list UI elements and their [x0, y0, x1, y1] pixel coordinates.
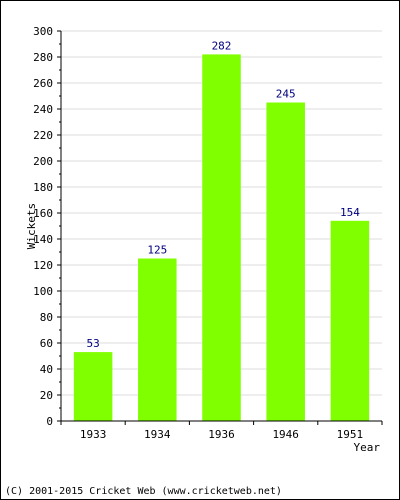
y-tick-label: 0 — [46, 415, 53, 428]
copyright-footer: (C) 2001-2015 Cricket Web (www.cricketwe… — [5, 486, 282, 497]
bar — [266, 102, 305, 421]
y-tick-label: 280 — [33, 51, 53, 64]
y-axis-title: Wickets — [25, 203, 38, 249]
x-tick-label: 1946 — [272, 428, 299, 441]
bar — [73, 352, 113, 421]
y-tick-label: 100 — [33, 285, 53, 298]
bars — [73, 54, 370, 422]
y-tick-label: 300 — [33, 25, 53, 38]
y-tick-label: 40 — [40, 363, 53, 376]
bar-value-label: 154 — [340, 206, 360, 219]
y-tick-label: 220 — [33, 129, 53, 142]
y-tick-label: 120 — [33, 259, 53, 272]
y-tick-label: 200 — [33, 155, 53, 168]
bar-value-label: 53 — [86, 337, 99, 350]
x-axis-title: Year — [354, 441, 381, 454]
y-tick-label: 60 — [40, 337, 53, 350]
y-tick-label: 260 — [33, 77, 53, 90]
bar — [330, 220, 370, 421]
bar — [138, 258, 177, 421]
bar-value-label: 125 — [147, 244, 167, 257]
x-tick-label: 1951 — [337, 428, 364, 441]
bar — [202, 54, 241, 422]
x-axis-ticks: 1933 1934 1936 1946 1951 — [60, 421, 383, 441]
bar-value-label: 282 — [212, 39, 232, 52]
y-tick-label: 20 — [40, 389, 53, 402]
bar-chart: 53 125 282 245 154 0 20 40 60 80 100 120 140 160 180 2… — [25, 25, 383, 454]
y-tick-label: 140 — [33, 233, 53, 246]
bar-value-labels: 53 125 282 245 154 — [86, 39, 360, 350]
y-axis-ticks: 0 20 40 60 80 100 120 140 160 180 200 220 240 260 280 3… — [33, 25, 61, 428]
x-tick-label: 1934 — [144, 428, 171, 441]
y-tick-label: 240 — [33, 103, 53, 116]
x-tick-label: 1933 — [80, 428, 107, 441]
bar-value-label: 245 — [276, 88, 296, 101]
y-tick-label: 160 — [33, 207, 53, 220]
x-tick-label: 1936 — [208, 428, 235, 441]
y-tick-label: 180 — [33, 181, 53, 194]
y-tick-label: 80 — [40, 311, 53, 324]
